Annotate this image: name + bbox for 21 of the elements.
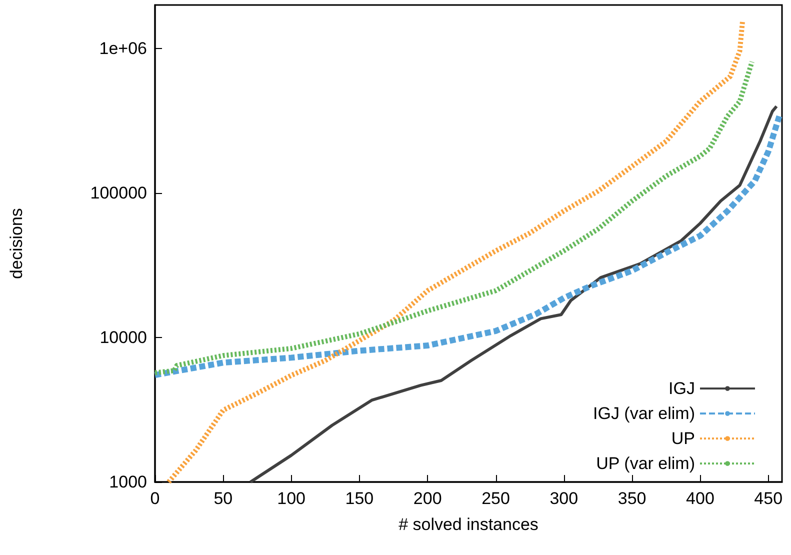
legend-label: IGJ	[668, 379, 695, 398]
x-tick-label: 300	[550, 489, 578, 508]
x-tick-label: 100	[277, 489, 306, 508]
legend-label: UP (var elim)	[596, 454, 695, 473]
y-tick-label: 10000	[100, 328, 147, 347]
legend-label: IGJ (var elim)	[593, 404, 695, 423]
legend-label: UP	[671, 429, 695, 448]
x-tick-label: 150	[345, 489, 374, 508]
y-tick-label: 1e+06	[99, 39, 147, 58]
y-axis-title: decisions	[7, 208, 26, 279]
x-tick-label: 250	[482, 489, 510, 508]
x-tick-label: 50	[214, 489, 233, 508]
x-tick-label: 0	[150, 489, 160, 508]
line-series	[248, 104, 778, 484]
x-tick-label: 350	[618, 489, 646, 508]
y-tick-label: 100000	[90, 184, 147, 202]
x-tick-label: 200	[413, 489, 442, 508]
x-axis-title: # solved instances	[398, 515, 538, 534]
y-tick-label: 1000	[109, 472, 147, 492]
x-tick-label: 450	[754, 489, 783, 508]
x-tick-label: 400	[686, 489, 714, 508]
